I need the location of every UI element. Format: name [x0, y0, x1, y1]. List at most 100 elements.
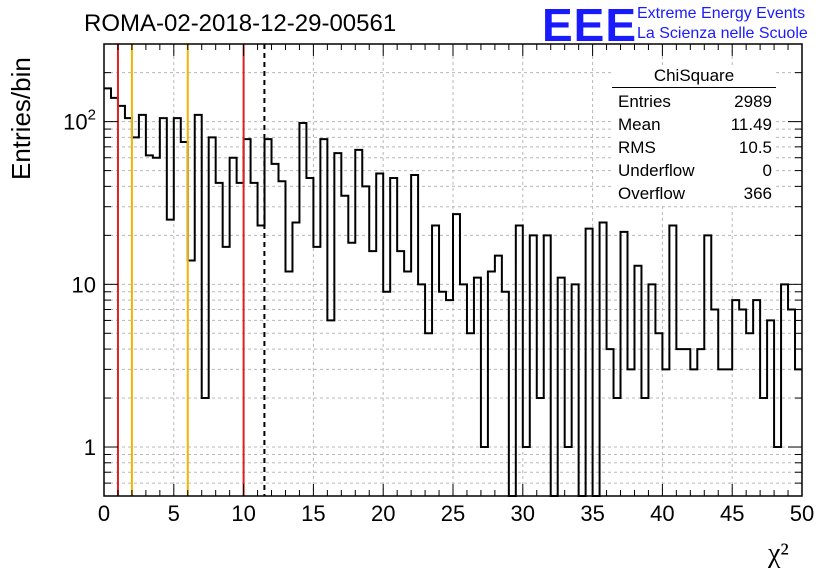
grid — [103, 43, 803, 497]
histogram-bin — [306, 178, 313, 496]
x-tick-label: 20 — [371, 501, 395, 526]
histogram-bin — [118, 106, 125, 496]
histogram-bin — [697, 349, 704, 496]
histogram-bin — [188, 261, 195, 496]
eee-logo: EEE — [542, 0, 638, 51]
histogram-bin — [669, 225, 676, 496]
stats-label: RMS — [618, 138, 656, 157]
histogram-bin — [516, 225, 523, 496]
x-tick-label: 50 — [790, 501, 814, 526]
histogram-bin — [327, 320, 334, 496]
histogram-bin — [467, 333, 474, 496]
histogram-bin — [209, 137, 216, 496]
histogram-bars — [104, 87, 802, 497]
histogram-bin — [279, 181, 286, 496]
stats-row-overflow: Overflow 366 — [612, 182, 776, 205]
histogram-bin — [586, 229, 593, 496]
stats-label: Entries — [618, 92, 671, 111]
histogram-bin — [439, 292, 446, 496]
histogram-bin — [265, 139, 272, 496]
histogram-bin — [230, 158, 237, 496]
histogram-bin — [704, 235, 711, 496]
histogram-bin — [244, 139, 251, 496]
histogram-bin — [655, 333, 662, 496]
histogram-bin — [362, 186, 369, 496]
x-tick-label: 10 — [231, 501, 255, 526]
histogram-bin — [544, 235, 551, 496]
histogram-bin — [355, 150, 362, 496]
histogram-bin — [795, 369, 802, 496]
histogram-bin — [739, 310, 746, 496]
histogram-bin — [334, 153, 341, 496]
stats-row-entries: Entries 2989 — [612, 90, 776, 113]
stats-value: 366 — [743, 184, 772, 203]
histogram-bin — [369, 251, 376, 496]
histogram-bin — [502, 292, 509, 496]
y-tick-label: 1 — [84, 435, 96, 460]
y-tick-label: 102 — [63, 107, 96, 135]
logo-subtitle: Extreme Energy Events La Scienza nelle S… — [637, 4, 808, 44]
histogram-bin — [718, 369, 725, 496]
histogram-bin — [690, 369, 697, 496]
histogram-bin — [390, 178, 397, 496]
histogram-bin — [320, 139, 327, 496]
x-tick-label: 30 — [511, 501, 535, 526]
histogram-bin — [621, 232, 628, 496]
histogram-bin — [272, 164, 279, 496]
histogram-bin — [425, 333, 432, 496]
histogram-bin — [397, 251, 404, 496]
y-tick-label: 10 — [72, 272, 96, 297]
histogram-bin — [432, 225, 439, 496]
histogram-bin — [181, 142, 188, 496]
x-tick-label: 0 — [98, 501, 110, 526]
histogram-bin — [600, 222, 607, 496]
histogram-bin — [125, 118, 132, 496]
stats-value: 0 — [762, 161, 772, 180]
x-tick-label: 45 — [720, 501, 744, 526]
stats-row-rms: RMS 10.5 — [612, 136, 776, 159]
histogram-bin — [683, 349, 690, 496]
x-tick-label: 15 — [301, 501, 325, 526]
stats-title: ChiSquare — [612, 66, 776, 88]
histogram-bin — [628, 369, 635, 496]
axes: 0 5 10 15 20 25 30 35 40 45 50 1 10 102 — [63, 43, 814, 526]
histogram-bin — [676, 349, 683, 496]
histogram-bin — [607, 349, 614, 496]
histogram-bin — [237, 183, 244, 496]
x-tick-label: 5 — [168, 501, 180, 526]
stats-value: 2989 — [734, 92, 772, 111]
stats-label: Mean — [618, 115, 661, 134]
logo-line-1: Extreme Energy Events — [637, 5, 806, 22]
stats-box: ChiSquare Entries 2989 Mean 11.49 RMS 10.5 … — [612, 66, 776, 205]
histogram-bin — [411, 175, 418, 496]
histogram-bin — [383, 292, 390, 496]
histogram-bin — [662, 369, 669, 496]
histogram-bin — [376, 173, 383, 496]
histogram-bin — [711, 310, 718, 496]
histogram-bin — [572, 284, 579, 496]
histogram-bin — [251, 183, 258, 496]
histogram-bin — [174, 118, 181, 496]
stats-value: 10.5 — [738, 138, 772, 157]
histogram-bin — [767, 320, 774, 496]
histogram-bin — [746, 333, 753, 496]
histogram-bin — [781, 284, 788, 496]
histogram-bin — [216, 183, 223, 496]
histogram-bin — [132, 137, 139, 496]
x-tick-label: 35 — [580, 501, 604, 526]
x-tick-label: 25 — [441, 501, 465, 526]
histogram-bin — [160, 118, 167, 496]
chart-title: ROMA-02-2018-12-29-00561 — [84, 10, 397, 37]
histogram-bin — [530, 235, 537, 496]
histogram-bin — [788, 310, 795, 496]
histogram-bin — [725, 369, 732, 496]
stats-row-mean: Mean 11.49 — [612, 113, 776, 136]
histogram-bin — [648, 284, 655, 496]
logo-line-2: La Scienza nelle Scuole — [637, 25, 808, 42]
stats-row-underflow: Underflow 0 — [612, 159, 776, 182]
x-axis-label: χ² — [768, 538, 789, 569]
histogram-bin — [195, 115, 202, 496]
y-axis-label: Entries/bin — [6, 57, 36, 180]
vertical-markers — [116, 44, 266, 496]
